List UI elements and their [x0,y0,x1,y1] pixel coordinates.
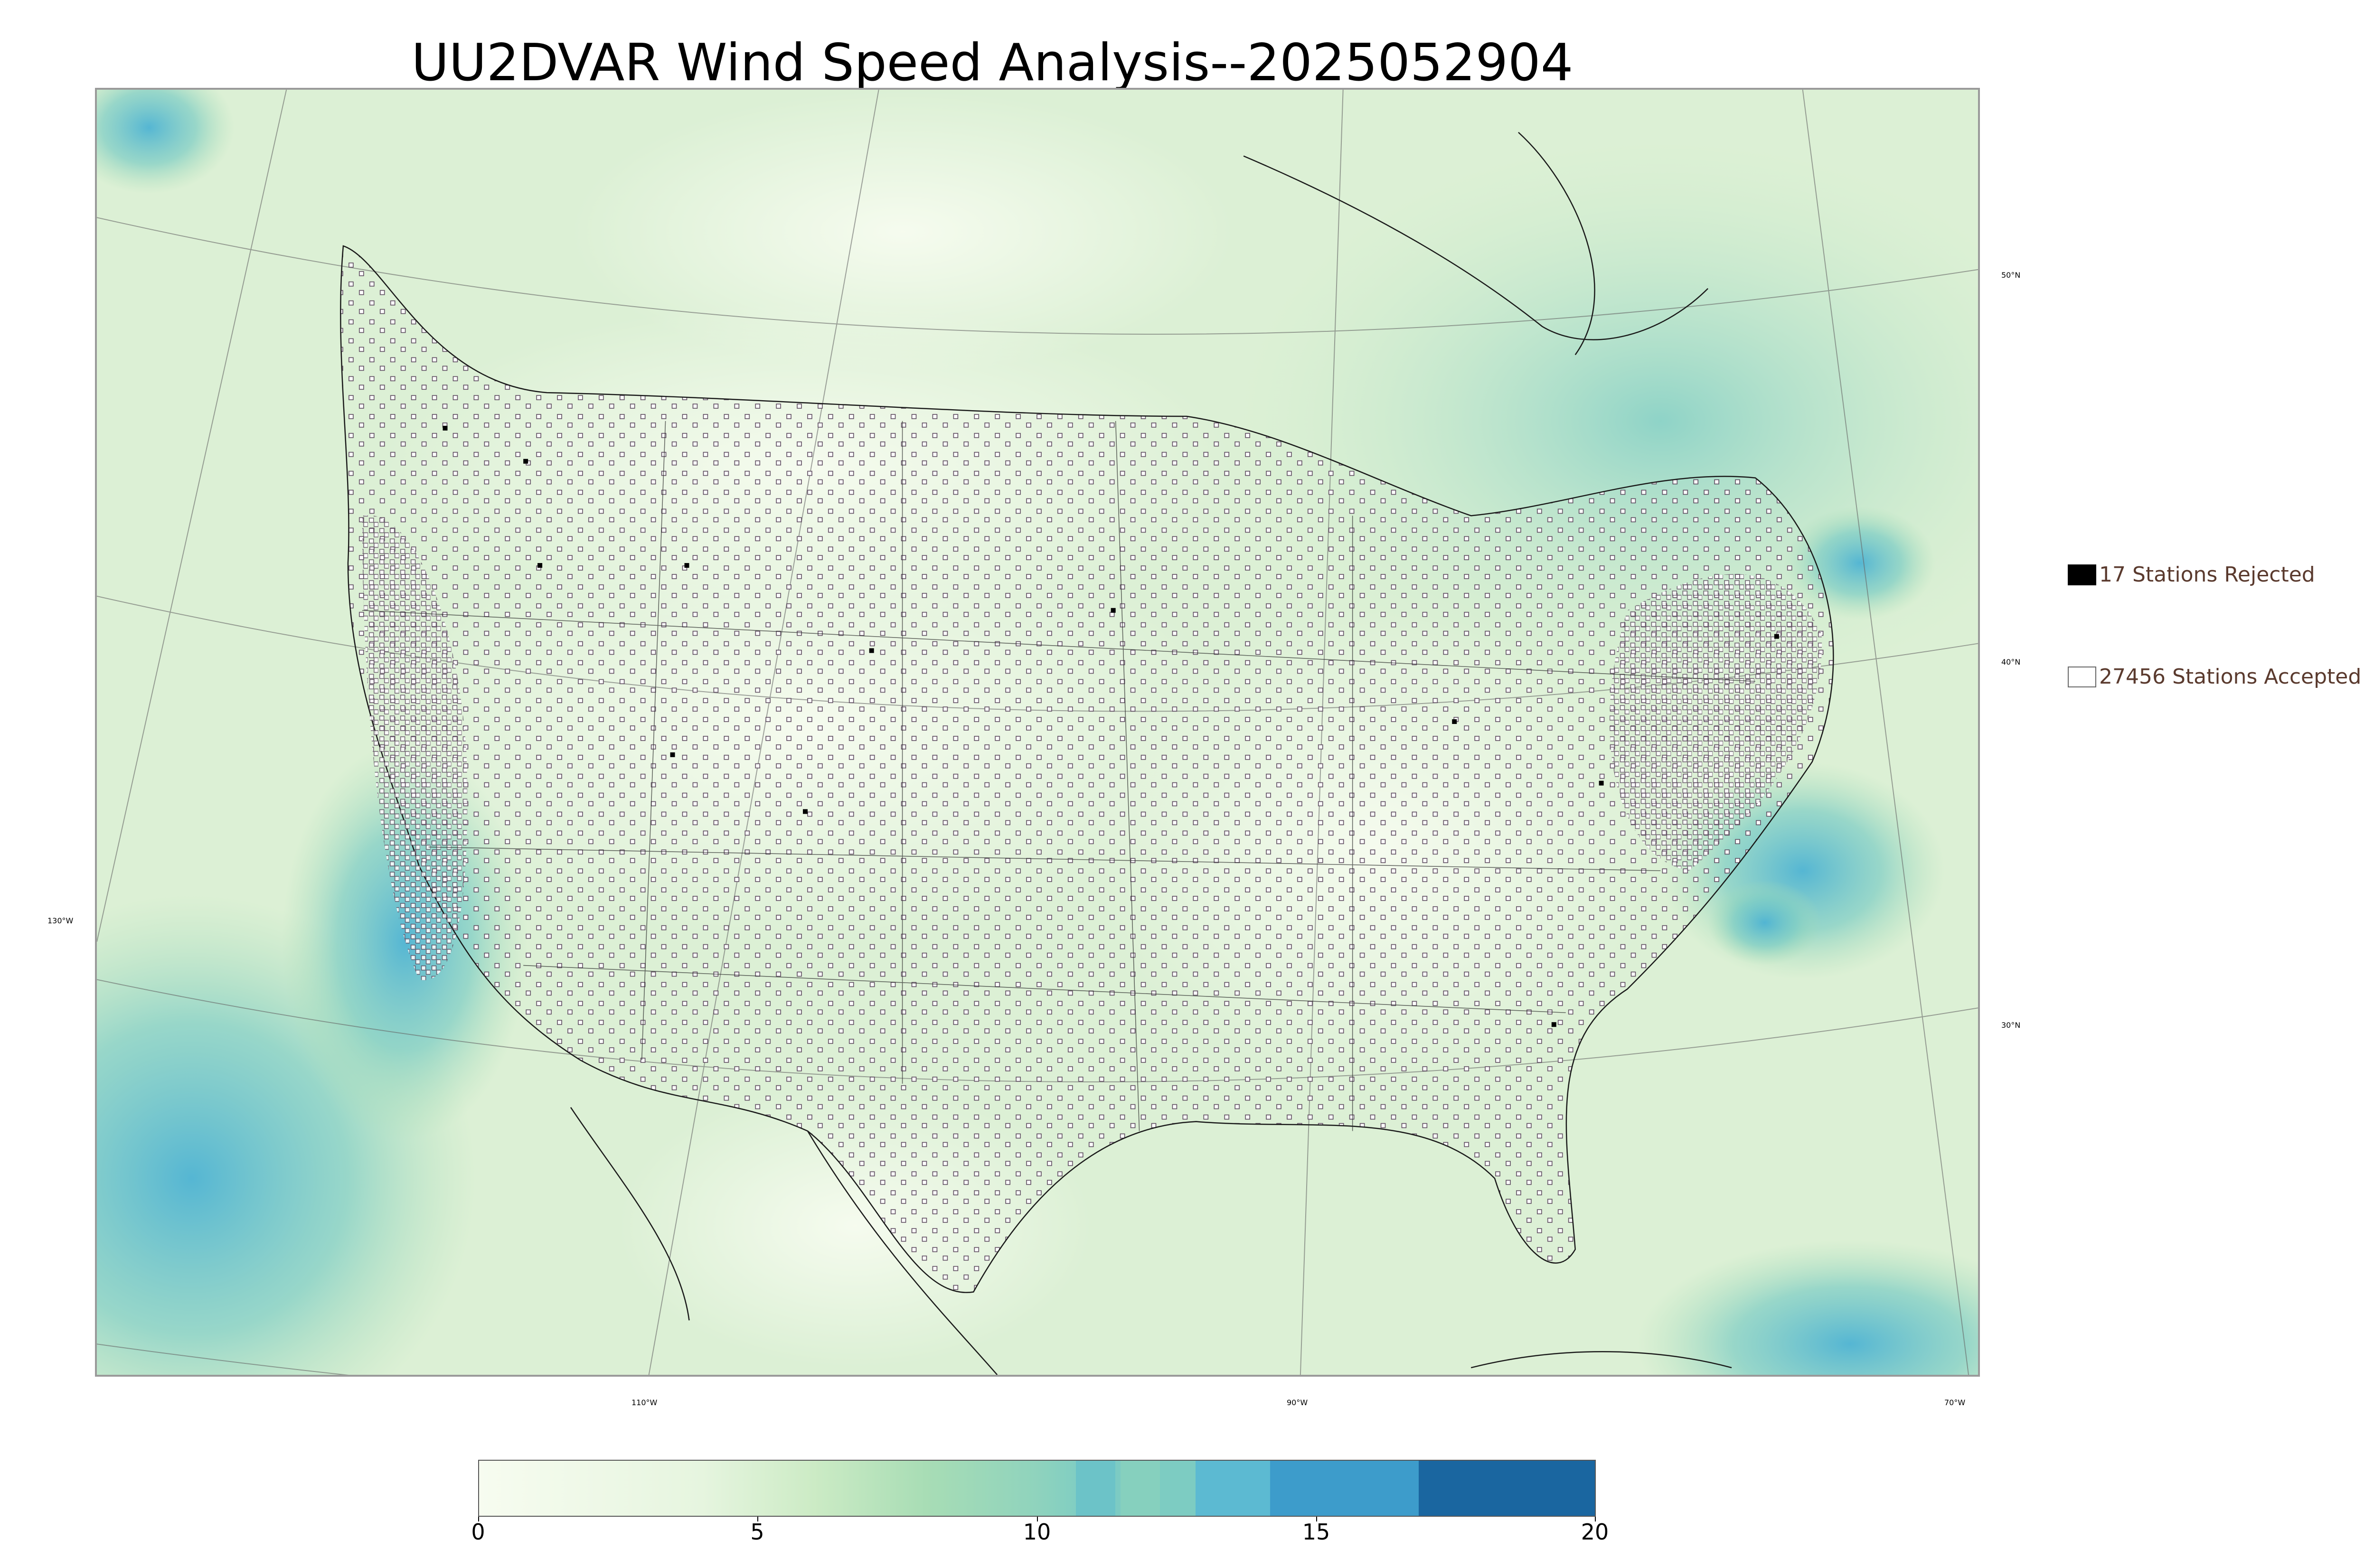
colorbar-band [1195,1461,1271,1516]
colorbar-band [1418,1461,1595,1516]
accepted-swatch [2068,666,2096,687]
colorbar [478,1460,1596,1517]
latitude-label-40n: 40°N [2001,657,2021,667]
us-station-markers [340,245,1834,1293]
longitude-label-70w: 70°W [1944,1398,1966,1407]
colorbar-tick-10: 10 [1023,1519,1051,1545]
wind-speed-field [97,90,1978,1375]
rejected-stations [443,425,1779,1027]
longitude-label-130w: 130°W [47,916,74,925]
wind-speed-map[interactable] [95,88,1980,1377]
legend-rejected: 17 Stations Rejected [2068,563,2315,587]
latitude-label-50n: 50°N [2001,271,2021,280]
rejected-swatch [2068,564,2096,585]
colorbar-tick-15: 15 [1302,1519,1330,1545]
colorbar-tick-5: 5 [750,1519,764,1545]
colorbar-tick-20: 20 [1581,1519,1609,1545]
legend-accepted-label: 27456 Stations Accepted [2099,665,2362,689]
colorbar-tickmark [1037,1517,1038,1521]
latitude-label-30n: 30°N [2001,1021,2021,1030]
colorbar-band [1121,1461,1160,1516]
colorbar-tickmark [757,1517,758,1521]
legend-accepted: 27456 Stations Accepted [2068,665,2361,689]
colorbar-tickmark [1316,1517,1317,1521]
colorbar-band [1270,1461,1419,1516]
colorbar-tickmark [1595,1517,1596,1521]
longitude-label-90w: 90°W [1287,1398,1308,1407]
longitude-label-110w: 110°W [631,1398,658,1407]
legend-rejected-label: 17 Stations Rejected [2099,563,2315,587]
map-title: UU2DVAR Wind Speed Analysis--2025052904 [411,33,1573,93]
colorbar-tickmark [478,1517,479,1521]
colorbar-tick-0: 0 [471,1519,485,1545]
